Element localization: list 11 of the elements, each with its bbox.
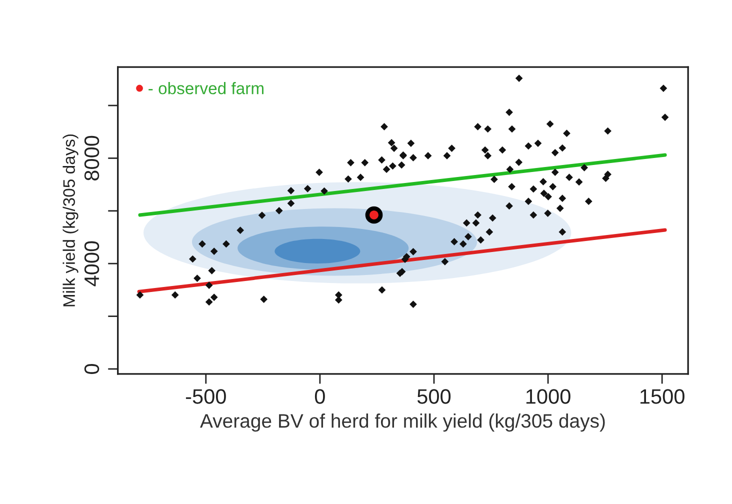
x-tick-label: 500 xyxy=(417,389,451,404)
y-tick-label: 4000 xyxy=(84,241,100,286)
y-axis-title: Milk yield (kg/305 days) xyxy=(62,134,78,306)
y-tick-label: 8000 xyxy=(84,136,100,180)
x-tick-label: 0 xyxy=(314,389,325,404)
legend-label: - observed farm xyxy=(148,82,264,94)
y-tick-label: 0 xyxy=(84,364,100,374)
x-tick-label: 1000 xyxy=(526,389,570,404)
x-axis-title: Average BV of herd for milk yield (kg/305 days) xyxy=(200,414,605,432)
x-tick-label: 1500 xyxy=(640,389,684,404)
x-tick-label: -500 xyxy=(186,389,226,404)
